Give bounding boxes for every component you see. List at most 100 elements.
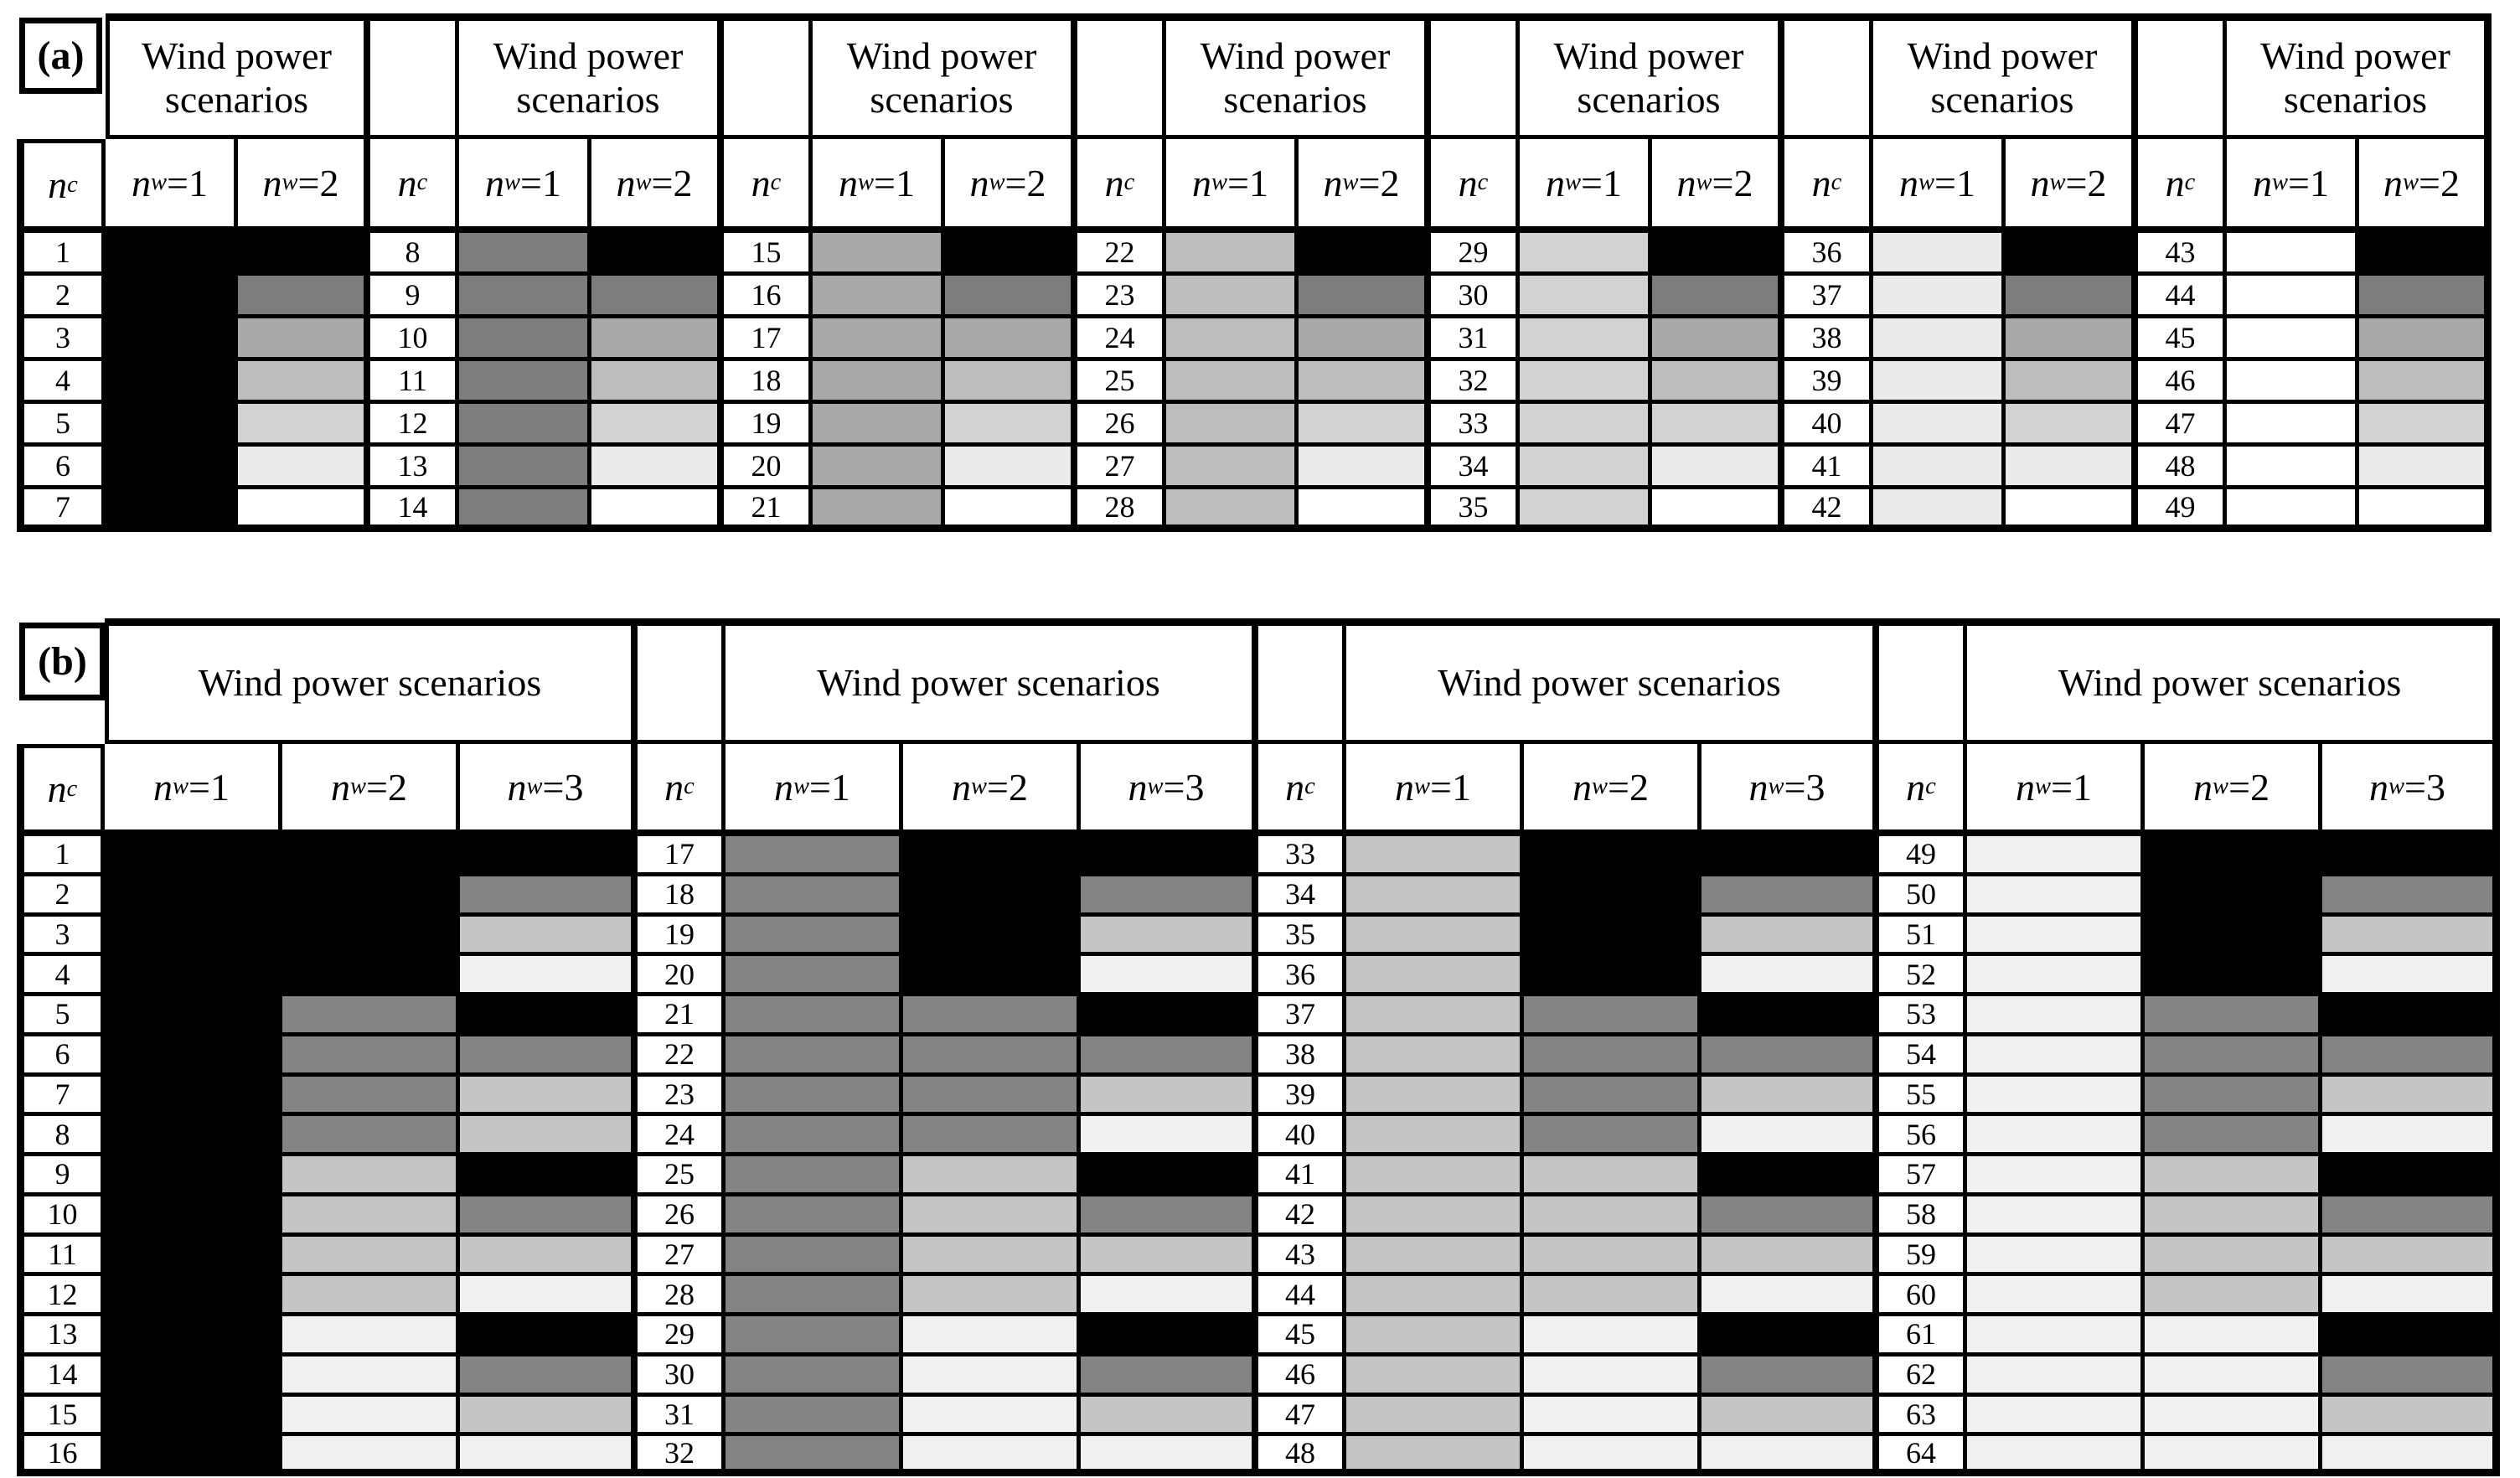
scenario-shade-cell	[2359, 489, 2492, 532]
scenario-shade-cell	[903, 1276, 1081, 1316]
scenario-shade-cell	[1652, 404, 1784, 447]
row-number-cell: 40	[1258, 1116, 1346, 1156]
scenario-shade-cell	[1967, 996, 2145, 1036]
scenario-shade-cell	[1081, 876, 1258, 917]
scenario-shade-cell	[1702, 996, 1879, 1036]
scenario-shade-cell	[1967, 956, 2145, 996]
scenario-header-cell: n w =1	[1520, 139, 1652, 233]
row-number-cell: 55	[1879, 1076, 1967, 1117]
row-number-cell: 51	[1879, 916, 1967, 957]
scenario-shade-cell	[105, 1076, 282, 1117]
row-number-cell: 23	[638, 1076, 726, 1117]
scenario-shade-cell	[903, 1196, 1081, 1237]
scenario-shade-cell	[2227, 447, 2359, 489]
scenario-shade-cell	[2359, 276, 2492, 318]
scenario-shade-cell	[1520, 318, 1652, 361]
scenario-shade-cell	[2322, 1436, 2500, 1476]
scenario-shade-cell	[105, 1116, 282, 1156]
row-number-cell: 63	[1879, 1396, 1967, 1437]
scenario-shade-cell	[106, 404, 238, 447]
scenario-shade-cell	[1524, 1156, 1702, 1196]
scenario-shade-cell	[238, 276, 370, 318]
row-number-cell: 62	[1879, 1356, 1967, 1397]
corner-cell	[1784, 13, 1873, 139]
scenario-shade-cell	[105, 1036, 282, 1077]
row-number-cell: 31	[1431, 318, 1520, 361]
row-number-cell: 6	[17, 1036, 105, 1077]
row-number-cell: 20	[724, 447, 813, 489]
scenario-shade-cell	[1346, 1356, 1524, 1397]
scenario-shade-cell	[945, 447, 1077, 489]
corner-cell	[638, 618, 726, 744]
scenario-shade-cell	[726, 1316, 903, 1357]
scenarios-title-cell: Wind power scenarios	[726, 618, 1258, 744]
row-number-cell: 54	[1879, 1036, 1967, 1077]
scenarios-title-cell: Wind power scenarios	[813, 13, 1077, 139]
scenario-shade-cell	[903, 1316, 1081, 1357]
scenario-shade-cell	[460, 1116, 638, 1156]
scenario-shade-cell	[2145, 1356, 2322, 1397]
scenario-shade-cell	[1873, 233, 2006, 276]
scenario-shade-cell	[1967, 1316, 2145, 1357]
row-number-cell: 16	[724, 276, 813, 318]
scenario-shade-cell	[105, 1276, 282, 1316]
row-number-cell: 22	[638, 1036, 726, 1077]
row-number-cell: 7	[17, 489, 106, 532]
scenario-shade-cell	[2322, 1116, 2500, 1156]
scenario-shade-cell	[2145, 1276, 2322, 1316]
row-number-cell: 27	[1077, 447, 1166, 489]
row-number-cell: 41	[1784, 447, 1873, 489]
scenario-shade-cell	[726, 1236, 903, 1277]
scenario-shade-cell	[1346, 1156, 1524, 1196]
scenario-shade-cell	[1524, 956, 1702, 996]
row-number-cell: 25	[1077, 361, 1166, 404]
row-number-cell: 5	[17, 404, 106, 447]
scenario-shade-cell	[105, 956, 282, 996]
scenario-shade-cell	[1081, 1436, 1258, 1476]
scenario-shade-cell	[1081, 956, 1258, 996]
scenario-shade-cell	[1524, 836, 1702, 876]
scenario-shade-cell	[591, 489, 724, 532]
scenario-shade-cell	[1524, 876, 1702, 917]
scenario-shade-cell	[459, 276, 591, 318]
row-number-cell: 58	[1879, 1196, 1967, 1237]
row-number-cell: 18	[638, 876, 726, 917]
scenario-header-cell: n w =1	[1967, 744, 2145, 836]
scenario-shade-cell	[945, 233, 1077, 276]
scenario-shade-cell	[1524, 1076, 1702, 1117]
wind-scenario-table-b: Wind power scenarios n c n w =1 n w =2 n w =3 Wind p…	[17, 618, 2500, 1476]
scenario-shade-cell	[2145, 1236, 2322, 1277]
scenario-header-cell: n w =3	[1081, 744, 1258, 836]
row-number-cell: 8	[17, 1116, 105, 1156]
scenario-shade-cell	[1520, 276, 1652, 318]
scenario-shade-cell	[591, 276, 724, 318]
scenario-shade-cell	[282, 1316, 460, 1357]
scenario-shade-cell	[460, 1036, 638, 1077]
corner-cell	[1258, 618, 1346, 744]
scenario-shade-cell	[813, 276, 945, 318]
scenario-shade-cell	[1967, 1236, 2145, 1277]
scenario-shade-cell	[1081, 1076, 1258, 1117]
scenario-shade-cell	[2006, 233, 2138, 276]
scenario-shade-cell	[460, 836, 638, 876]
scenario-header-cell: n w =1	[1346, 744, 1524, 836]
scenario-shade-cell	[1967, 1076, 2145, 1117]
scenario-shade-cell	[2322, 1276, 2500, 1316]
scenario-shade-cell	[1346, 1316, 1524, 1357]
row-number-cell: 64	[1879, 1436, 1967, 1476]
scenario-shade-cell	[282, 1276, 460, 1316]
scenario-shade-cell	[945, 489, 1077, 532]
row-number-cell: 21	[638, 996, 726, 1036]
row-number-cell: 3	[17, 318, 106, 361]
corner-cell	[724, 13, 813, 139]
row-number-cell: 32	[1431, 361, 1520, 404]
scenario-shade-cell	[1346, 876, 1524, 917]
row-number-cell: 12	[17, 1276, 105, 1316]
scenario-shade-cell	[1299, 447, 1431, 489]
scenario-header-cell: n w =1	[106, 139, 238, 233]
scenario-shade-cell	[2006, 489, 2138, 532]
scenario-header-cell: n w =2	[2145, 744, 2322, 836]
row-number-cell: 11	[17, 1236, 105, 1277]
scenario-shade-cell	[813, 489, 945, 532]
